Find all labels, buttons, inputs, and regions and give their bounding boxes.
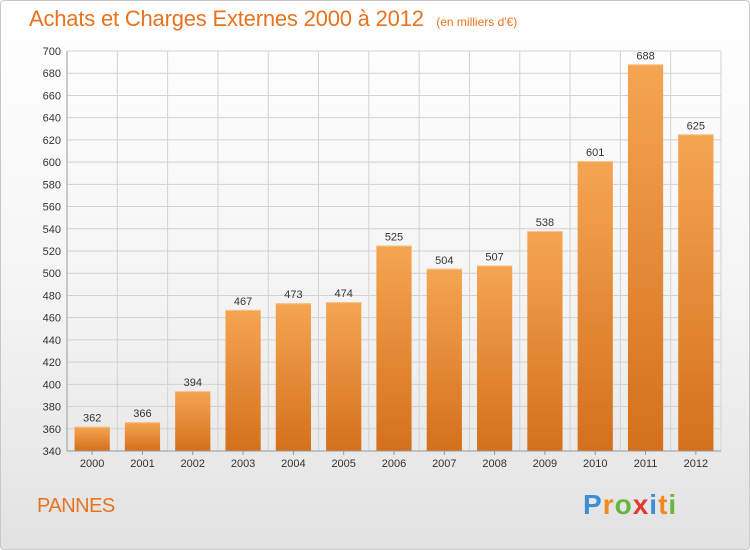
bar-2007 [426, 268, 462, 451]
bar-2009 [527, 231, 563, 451]
x-tick-label: 2002 [181, 458, 205, 470]
chart-title-text: Achats et Charges Externes 2000 à 2012 [29, 6, 424, 31]
data-label: 467 [234, 296, 252, 308]
bar-2002 [175, 391, 211, 451]
bar-2001 [124, 422, 161, 451]
logo-letter: x [632, 489, 650, 520]
y-tick-label: 420 [43, 357, 61, 369]
data-label: 473 [284, 289, 302, 301]
y-tick-label: 540 [43, 224, 61, 236]
axes: 340 360 380 400 420 440 460 480 500 520 540 560 580 6… [43, 46, 721, 470]
logo-letter: t [658, 489, 669, 520]
x-tick-label: 2011 [634, 458, 658, 470]
logo-letter: i [649, 489, 659, 520]
y-tick-label: 440 [43, 335, 61, 347]
data-label: 474 [335, 288, 353, 300]
data-label: 507 [485, 251, 503, 263]
y-tick-label: 560 [43, 202, 61, 214]
logo-letter: P [583, 489, 603, 520]
y-tick-label: 600 [43, 157, 61, 169]
y-tick-label: 360 [43, 424, 61, 436]
data-label: 525 [385, 231, 403, 243]
y-tick-label: 500 [43, 268, 61, 280]
x-tick-label: 2012 [684, 458, 708, 470]
y-tick-label: 340 [43, 446, 61, 458]
bar-2003 [225, 309, 261, 451]
bar-2011 [627, 64, 664, 452]
y-tick-label: 380 [43, 402, 61, 414]
x-tick-label: 2001 [130, 458, 154, 470]
data-label: 538 [536, 217, 554, 229]
bar-2000 [74, 426, 110, 451]
y-tick-label: 520 [43, 246, 61, 258]
y-tick-label: 620 [43, 135, 61, 147]
data-label: 625 [687, 120, 705, 132]
x-tick-label: 2009 [533, 458, 557, 470]
bars [74, 64, 714, 452]
bar-2005 [326, 302, 362, 451]
proxiti-logo: Proxiti [583, 489, 677, 521]
x-tick-label: 2004 [281, 458, 305, 470]
logo-letter: o [614, 489, 633, 520]
x-tick-label: 2000 [80, 458, 104, 470]
y-tick-label: 680 [43, 68, 61, 80]
data-label: 688 [636, 50, 654, 62]
data-label: 601 [586, 147, 604, 159]
y-tick-label: 480 [43, 290, 61, 302]
y-tick-label: 460 [43, 313, 61, 325]
x-tick-label: 2006 [382, 458, 406, 470]
x-tick-label: 2008 [482, 458, 506, 470]
x-tick-label: 2005 [331, 458, 355, 470]
x-tick-label: 2010 [583, 458, 607, 470]
bar-2008 [477, 265, 513, 451]
bar-2010 [577, 161, 613, 451]
y-tick-label: 700 [43, 46, 61, 58]
bar-2012 [678, 134, 714, 452]
data-label: 394 [184, 377, 202, 389]
chart-title: Achats et Charges Externes 2000 à 2012 (… [29, 6, 517, 32]
bar-2004 [275, 303, 311, 451]
y-tick-label: 580 [43, 179, 61, 191]
x-tick-label: 2003 [231, 458, 255, 470]
data-labels: 362 366 394 467 473 474 525 504 507 538 601 688 625 [83, 50, 705, 424]
y-tick-label: 640 [43, 113, 61, 125]
chart-unit: (en milliers d'€) [436, 15, 518, 29]
logo-letter: i [668, 489, 678, 520]
data-label: 366 [133, 408, 151, 420]
data-label: 504 [435, 255, 453, 267]
y-tick-label: 400 [43, 379, 61, 391]
y-tick-label: 660 [43, 90, 61, 102]
logo-letter: r [602, 489, 615, 520]
bar-2006 [376, 245, 412, 451]
x-tick-label: 2007 [432, 458, 456, 470]
commune-name: PANNES [37, 495, 115, 517]
data-label: 362 [83, 413, 101, 425]
